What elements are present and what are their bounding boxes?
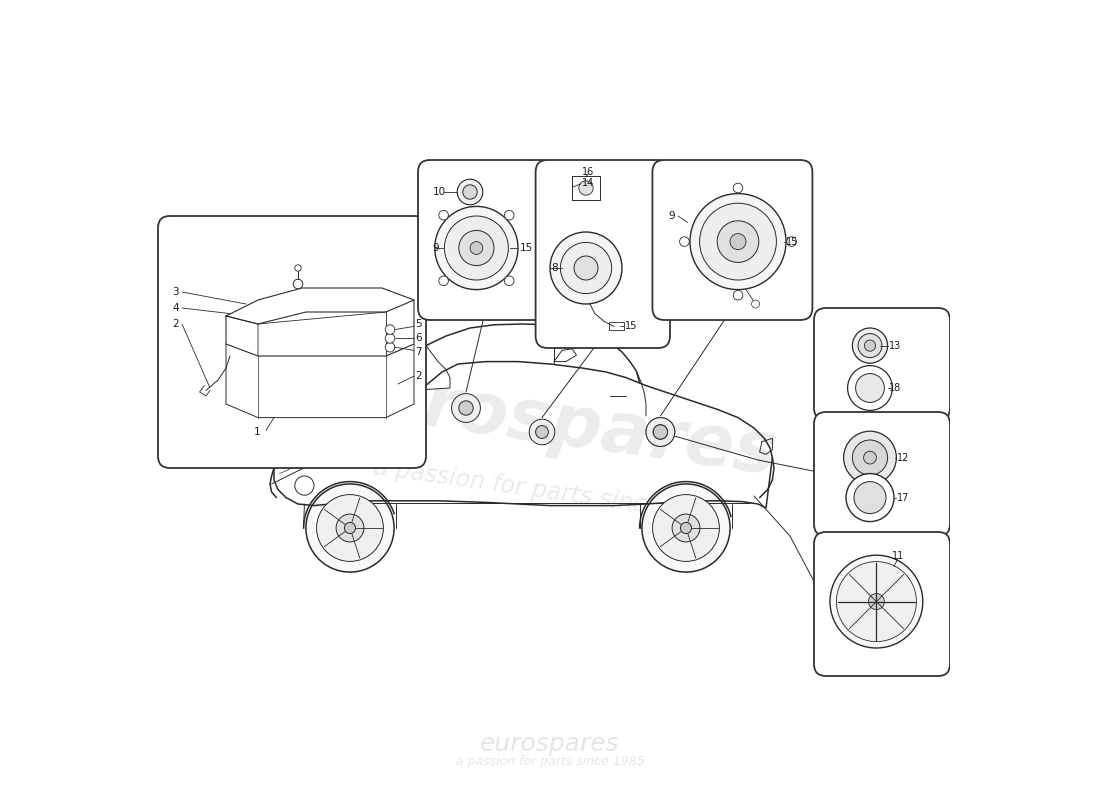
- Text: 9: 9: [669, 211, 675, 221]
- Text: 3: 3: [173, 287, 179, 297]
- Circle shape: [294, 279, 302, 289]
- Circle shape: [317, 494, 384, 562]
- Circle shape: [452, 394, 481, 422]
- FancyBboxPatch shape: [536, 160, 670, 348]
- Circle shape: [550, 232, 622, 304]
- Text: 15: 15: [625, 321, 638, 330]
- FancyBboxPatch shape: [814, 412, 950, 536]
- Text: 13: 13: [889, 341, 902, 350]
- Circle shape: [848, 366, 892, 410]
- Circle shape: [646, 418, 674, 446]
- Circle shape: [858, 334, 882, 358]
- Text: 15: 15: [786, 237, 799, 246]
- Circle shape: [864, 451, 877, 464]
- Circle shape: [734, 290, 742, 300]
- Circle shape: [444, 216, 508, 280]
- Text: 16: 16: [582, 167, 594, 177]
- Circle shape: [717, 221, 759, 262]
- Circle shape: [459, 401, 473, 415]
- Circle shape: [536, 426, 549, 438]
- Circle shape: [295, 265, 301, 271]
- Circle shape: [385, 325, 395, 334]
- Circle shape: [836, 562, 916, 642]
- FancyBboxPatch shape: [158, 216, 426, 468]
- Circle shape: [463, 185, 477, 199]
- Circle shape: [700, 203, 777, 280]
- Circle shape: [652, 494, 719, 562]
- Text: 9: 9: [432, 243, 439, 253]
- Circle shape: [579, 181, 593, 195]
- Circle shape: [295, 476, 313, 495]
- Circle shape: [730, 234, 746, 250]
- Text: 5: 5: [416, 319, 422, 329]
- Text: 1: 1: [254, 427, 261, 437]
- Circle shape: [653, 425, 668, 439]
- Text: 17: 17: [898, 493, 910, 502]
- Circle shape: [852, 440, 888, 475]
- Text: a passion for parts since 1985: a passion for parts since 1985: [372, 455, 728, 529]
- Circle shape: [505, 276, 514, 286]
- Circle shape: [830, 555, 923, 648]
- Circle shape: [865, 340, 876, 351]
- Circle shape: [653, 425, 668, 439]
- FancyBboxPatch shape: [418, 160, 554, 320]
- Text: a passion for parts since 1985: a passion for parts since 1985: [455, 755, 645, 768]
- Text: eurospares: eurospares: [481, 732, 619, 756]
- Text: 4: 4: [173, 303, 179, 313]
- Circle shape: [458, 179, 483, 205]
- Text: 14: 14: [582, 178, 594, 188]
- Circle shape: [672, 514, 700, 542]
- Text: 15: 15: [519, 243, 532, 253]
- Circle shape: [846, 474, 894, 522]
- Circle shape: [385, 334, 395, 343]
- Circle shape: [306, 484, 394, 572]
- Circle shape: [337, 514, 364, 542]
- Circle shape: [734, 183, 742, 193]
- Text: 6: 6: [416, 334, 422, 343]
- Circle shape: [434, 206, 518, 290]
- FancyBboxPatch shape: [814, 308, 950, 420]
- Circle shape: [681, 522, 692, 534]
- FancyBboxPatch shape: [814, 532, 950, 676]
- Circle shape: [529, 419, 554, 445]
- Text: 10: 10: [432, 187, 446, 197]
- Text: 11: 11: [892, 551, 904, 561]
- Text: 8: 8: [551, 263, 558, 273]
- Text: 18: 18: [889, 383, 902, 393]
- Circle shape: [642, 484, 730, 572]
- Circle shape: [854, 482, 886, 514]
- Circle shape: [470, 242, 483, 254]
- Circle shape: [459, 230, 494, 266]
- Circle shape: [868, 594, 884, 610]
- Circle shape: [439, 276, 449, 286]
- Circle shape: [844, 431, 896, 484]
- Text: 7: 7: [416, 347, 422, 357]
- Circle shape: [751, 300, 760, 308]
- Circle shape: [574, 256, 598, 280]
- Circle shape: [385, 342, 395, 352]
- Circle shape: [646, 418, 674, 446]
- Circle shape: [856, 374, 884, 402]
- Circle shape: [680, 237, 690, 246]
- Circle shape: [690, 194, 786, 290]
- Circle shape: [439, 210, 449, 220]
- Circle shape: [344, 522, 355, 534]
- Circle shape: [852, 328, 888, 363]
- Text: 12: 12: [898, 453, 910, 462]
- Text: eurospares: eurospares: [319, 358, 781, 490]
- Circle shape: [560, 242, 612, 294]
- Text: 2: 2: [173, 319, 179, 329]
- Text: 2: 2: [416, 371, 422, 381]
- FancyBboxPatch shape: [652, 160, 813, 320]
- Circle shape: [505, 210, 514, 220]
- Circle shape: [786, 237, 796, 246]
